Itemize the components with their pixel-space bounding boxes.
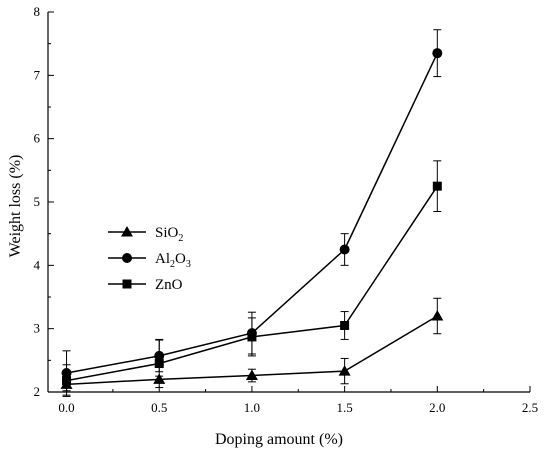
marker-square <box>122 279 132 289</box>
legend-item-sio2: SiO2 <box>108 225 183 244</box>
marker-triangle <box>431 310 444 321</box>
y-tick-label: 2 <box>34 384 41 399</box>
legend: SiO2 Al2O3 ZnO <box>108 225 191 293</box>
x-tick-label: 2.5 <box>522 400 538 415</box>
marker-square <box>62 376 72 386</box>
y-tick-label: 5 <box>34 194 41 209</box>
marker-circle <box>122 253 132 263</box>
marker-triangle <box>121 226 133 237</box>
series-layer <box>60 29 444 397</box>
y-tick-label: 4 <box>34 257 41 272</box>
y-tick-label: 8 <box>34 4 41 19</box>
marker-square <box>340 321 350 330</box>
marker-circle <box>339 244 350 255</box>
x-tick-label: 0.5 <box>151 400 167 415</box>
x-axis-ticks: 0.0 0.5 1.0 1.5 2.0 2.5 <box>58 386 538 415</box>
y-axis-ticks: 2 3 4 5 6 7 8 <box>34 4 54 399</box>
plot-frame <box>47 12 530 393</box>
legend-item-al2o3: Al2O3 <box>108 251 191 270</box>
legend-label: SiO2 <box>155 225 183 244</box>
legend-label: Al2O3 <box>155 251 191 270</box>
y-axis-title: Weight loss (%) <box>7 155 24 258</box>
x-tick-label: 1.0 <box>244 400 260 415</box>
y-tick-label: 7 <box>34 67 41 82</box>
x-axis-title: Doping amount (%) <box>215 431 343 448</box>
series-zno <box>62 160 442 397</box>
y-tick-label: 3 <box>34 321 41 336</box>
marker-circle <box>432 48 443 59</box>
marker-triangle <box>338 365 351 376</box>
marker-square <box>247 332 257 342</box>
legend-item-zno: ZnO <box>108 277 183 293</box>
marker-square <box>154 359 164 368</box>
y-tick-label: 6 <box>34 131 41 146</box>
marker-triangle <box>245 369 258 381</box>
legend-label: ZnO <box>155 277 183 293</box>
marker-square <box>432 181 442 191</box>
x-tick-label: 2.0 <box>429 400 445 415</box>
x-tick-label: 0.0 <box>58 400 74 415</box>
x-tick-label: 1.5 <box>336 400 352 415</box>
